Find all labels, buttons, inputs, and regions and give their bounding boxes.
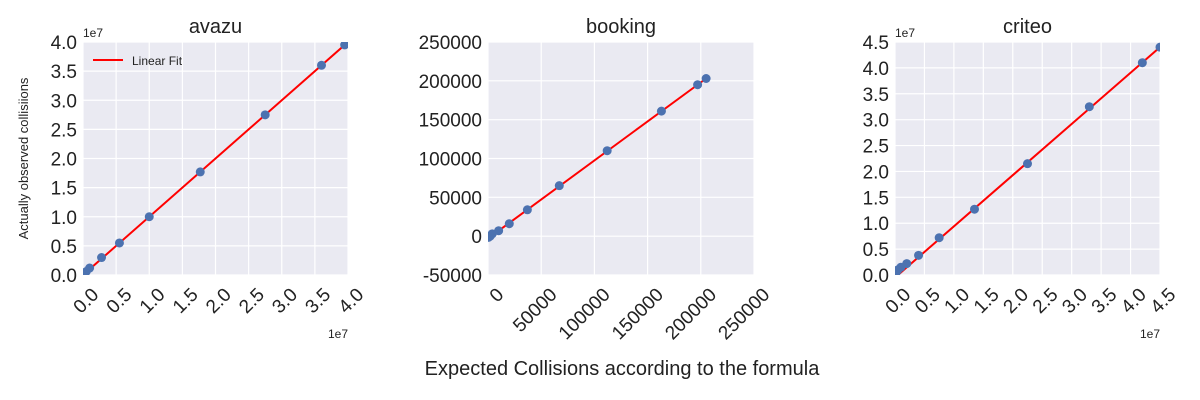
y-tick-label: 0.5 — [51, 237, 77, 258]
y-tick-label: 1.0 — [51, 208, 77, 229]
y-tick-label: -50000 — [423, 266, 482, 287]
data-point — [1137, 58, 1147, 68]
x-tick-label: 4.0 — [335, 284, 369, 318]
x-tick-label: 2.5 — [1029, 284, 1063, 318]
data-point — [554, 181, 564, 191]
data-point — [602, 146, 612, 156]
y-offset-label: 1e7 — [83, 26, 103, 40]
x-tick-label: 100000 — [555, 284, 615, 344]
y-tick-label: 0.5 — [863, 240, 889, 261]
plot-area — [895, 42, 1160, 275]
y-offset-label: 1e7 — [895, 26, 915, 40]
plot-content — [488, 74, 711, 242]
x-tick-label: 2.0 — [1000, 284, 1034, 318]
x-tick-label: 0.5 — [911, 284, 945, 318]
y-tick-label: 4.0 — [51, 33, 77, 54]
x-tick-label: 200000 — [661, 284, 721, 344]
y-tick-label: 1.0 — [863, 214, 889, 235]
data-point — [114, 238, 124, 248]
x-tick-label: 0 — [486, 284, 508, 306]
legend: Linear Fit — [93, 54, 183, 68]
plot-content — [83, 42, 348, 275]
y-tick-label: 150000 — [419, 111, 482, 132]
data-point — [902, 259, 912, 269]
data-point — [144, 212, 154, 222]
panel-title: criteo — [1003, 16, 1052, 38]
y-axis-label: Actually observed collisiions — [16, 77, 31, 239]
x-tick-label: 1.0 — [136, 284, 170, 318]
data-point — [1155, 42, 1160, 52]
data-point — [317, 60, 326, 70]
x-tick-label: 0.5 — [103, 284, 137, 318]
x-tick-label: 4.5 — [1147, 284, 1181, 318]
y-tick-label: 0.0 — [51, 266, 77, 287]
y-tick-label: 50000 — [429, 188, 482, 209]
data-point — [701, 74, 711, 84]
x-tick-label: 150000 — [608, 284, 668, 344]
y-tick-label: 4.0 — [863, 59, 889, 80]
x-tick-label: 1.0 — [941, 284, 975, 318]
data-point — [1023, 159, 1032, 169]
y-tick-label: 100000 — [419, 150, 482, 171]
y-tick-label: 3.0 — [51, 91, 77, 112]
data-point — [260, 110, 270, 120]
x-offset-label: 1e7 — [328, 327, 348, 341]
data-point — [97, 253, 107, 263]
x-offset-label: 1e7 — [1140, 327, 1160, 341]
x-tick-label: 3.5 — [302, 284, 336, 318]
y-tick-label: 0 — [471, 227, 482, 248]
figure-xlabel: Expected Collisions according to the for… — [425, 358, 821, 380]
x-tick-label: 2.0 — [202, 284, 236, 318]
panel-avazu: 0.0 0.5 1.0 1.5 2.0 2.5 3.0 3.5 4.00.00.51.01.52… — [16, 16, 368, 341]
data-point — [340, 42, 348, 50]
panel-title: avazu — [189, 16, 242, 38]
data-point — [934, 233, 944, 243]
x-tick-label: 0.0 — [70, 284, 104, 318]
panel-criteo: 0.00.51.01.52.02.53.03.54.04.50.00.51.01… — [863, 16, 1181, 341]
x-tick-label: 3.5 — [1088, 284, 1122, 318]
data-point — [85, 263, 95, 273]
y-tick-label: 2.5 — [863, 137, 889, 158]
data-point — [504, 219, 514, 229]
x-tick-label: 2.5 — [235, 284, 269, 318]
fit-line — [83, 42, 348, 275]
x-tick-label: 0.0 — [882, 284, 916, 318]
x-tick-label: 250000 — [715, 284, 775, 344]
data-point — [1084, 102, 1094, 112]
y-tick-label: 2.0 — [51, 150, 77, 171]
panel-booking: 0 50000100000150000200000250000-500000500… — [419, 16, 775, 344]
y-tick-label: 1.5 — [863, 188, 889, 209]
y-tick-label: 1.5 — [51, 179, 77, 200]
y-tick-label: 0.0 — [863, 266, 889, 287]
data-point — [970, 204, 979, 214]
y-tick-label: 2.0 — [863, 162, 889, 183]
x-tick-label: 50000 — [509, 284, 561, 336]
y-tick-label: 4.5 — [863, 33, 889, 54]
data-point — [656, 106, 666, 116]
data-point — [195, 167, 205, 177]
y-tick-label: 3.5 — [51, 62, 77, 83]
x-tick-label: 3.0 — [269, 284, 303, 318]
data-point — [914, 250, 924, 260]
y-tick-label: 2.5 — [51, 120, 77, 141]
y-tick-label: 3.0 — [863, 111, 889, 132]
plot-content — [895, 42, 1160, 275]
data-point — [522, 205, 532, 215]
x-tick-label: 3.0 — [1058, 284, 1092, 318]
x-tick-label: 1.5 — [970, 284, 1004, 318]
x-tick-label: 1.5 — [169, 284, 203, 318]
x-tick-label: 4.0 — [1117, 284, 1151, 318]
y-tick-label: 200000 — [419, 72, 482, 93]
y-tick-label: 3.5 — [863, 85, 889, 106]
legend-label: Linear Fit — [132, 54, 183, 68]
panel-title: booking — [586, 16, 656, 38]
data-point — [693, 80, 703, 90]
y-tick-label: 250000 — [419, 33, 482, 54]
data-point — [494, 226, 504, 236]
